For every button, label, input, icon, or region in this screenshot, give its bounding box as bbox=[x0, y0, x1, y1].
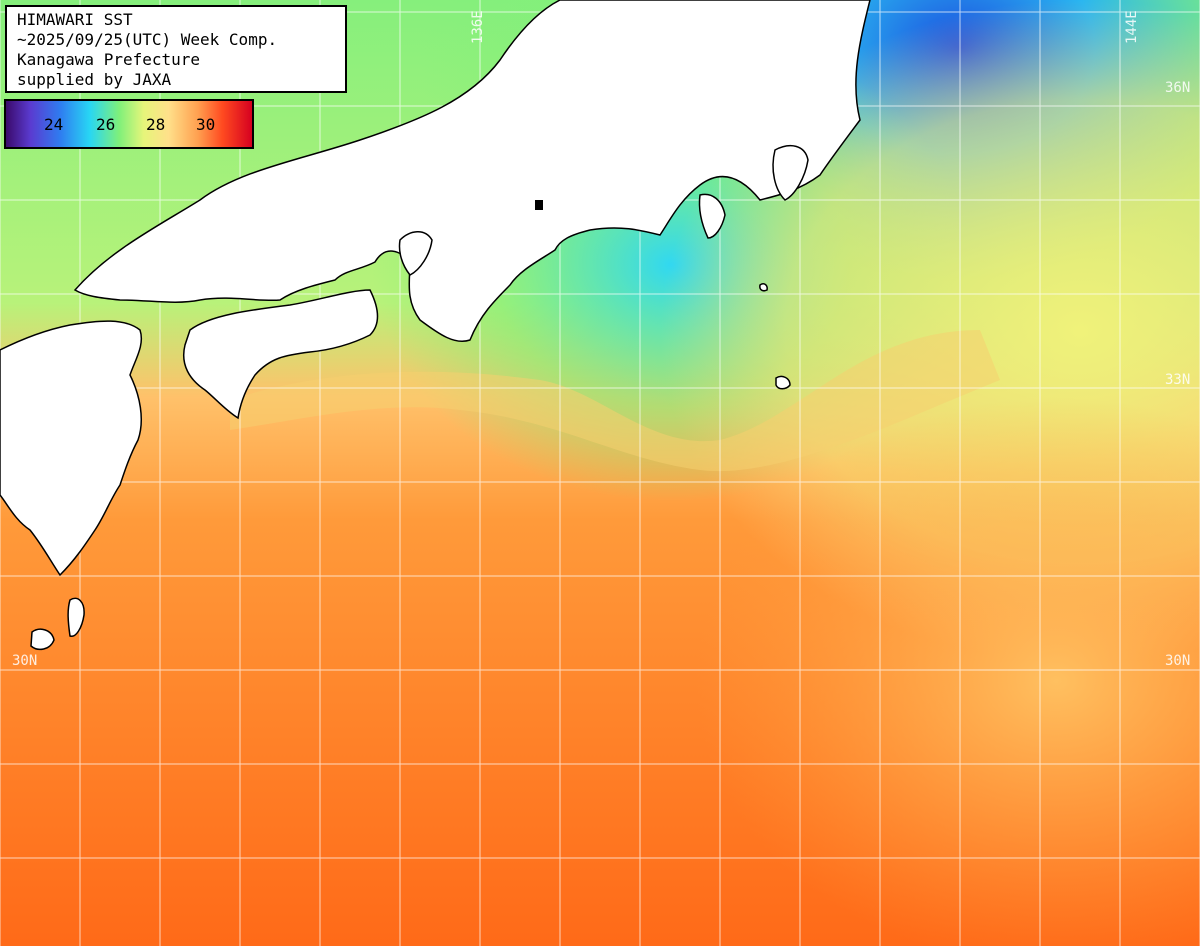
temperature-colorbar: 24 26 28 30 bbox=[4, 99, 254, 149]
awaji-island bbox=[398, 231, 433, 276]
title-line-4: supplied by JAXA bbox=[17, 70, 172, 89]
title-box: HIMAWARI SST ~2025/09/25(UTC) Week Comp.… bbox=[5, 5, 347, 93]
kyushu-island bbox=[0, 320, 143, 577]
oshima-island bbox=[775, 375, 791, 390]
lake-biwa-mark bbox=[535, 200, 543, 210]
title-line-1: HIMAWARI SST bbox=[17, 10, 133, 29]
lat-label-30n-right: 30N bbox=[1165, 653, 1191, 669]
boso-peninsula bbox=[772, 144, 809, 201]
izu-peninsula bbox=[698, 193, 726, 239]
tanegashima-island bbox=[67, 597, 85, 637]
warm-tongue bbox=[230, 330, 1000, 472]
honshu-island bbox=[73, 0, 871, 342]
colorbar-tick-30: 30 bbox=[196, 115, 216, 134]
colorbar-tick-24: 24 bbox=[44, 115, 64, 134]
lat-label-33n: 33N bbox=[1165, 372, 1191, 388]
colorbar-tick-28: 28 bbox=[146, 115, 166, 134]
title-line-3: Kanagawa Prefecture bbox=[17, 50, 201, 69]
land-areas bbox=[0, 0, 871, 651]
shikoku-island bbox=[183, 289, 379, 420]
lat-label-30n-left: 30N bbox=[12, 653, 38, 669]
lon-label-144e: 144E bbox=[1124, 10, 1140, 44]
lon-label-136e: 136E bbox=[470, 10, 486, 44]
yakushima-island bbox=[30, 628, 55, 651]
lat-label-36n: 36N bbox=[1165, 80, 1191, 96]
hachijo-island bbox=[759, 283, 768, 292]
title-line-2: ~2025/09/25(UTC) Week Comp. bbox=[17, 30, 278, 49]
colorbar-tick-26: 26 bbox=[96, 115, 116, 134]
